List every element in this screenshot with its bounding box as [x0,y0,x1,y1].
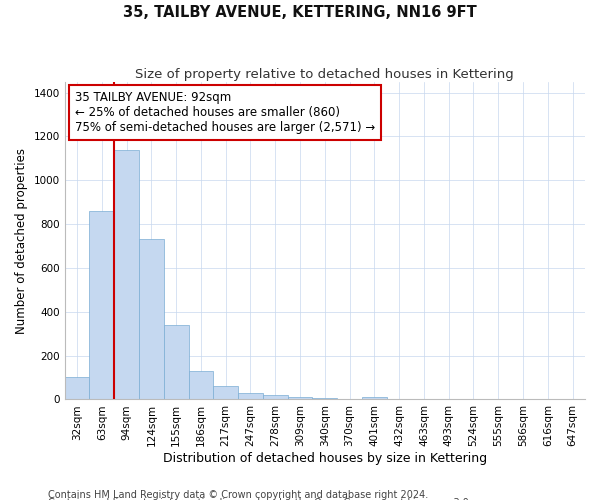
Bar [188,371,214,400]
Bar [313,398,337,400]
Bar [337,399,362,400]
Text: Contains HM Land Registry data © Crown copyright and database right 2024.: Contains HM Land Registry data © Crown c… [48,490,428,500]
Bar [65,377,89,400]
Y-axis label: Number of detached properties: Number of detached properties [15,148,28,334]
Bar [362,398,387,400]
X-axis label: Distribution of detached houses by size in Kettering: Distribution of detached houses by size … [163,452,487,465]
Bar [89,211,114,400]
Bar [238,393,263,400]
Text: 35, TAILBY AVENUE, KETTERING, NN16 9FT: 35, TAILBY AVENUE, KETTERING, NN16 9FT [123,5,477,20]
Bar [287,398,313,400]
Text: 35 TAILBY AVENUE: 92sqm
← 25% of detached houses are smaller (860)
75% of semi-d: 35 TAILBY AVENUE: 92sqm ← 25% of detache… [75,91,376,134]
Title: Size of property relative to detached houses in Kettering: Size of property relative to detached ho… [136,68,514,80]
Bar [139,240,164,400]
Text: Contains public sector information licensed under the Open Government Licence v3: Contains public sector information licen… [48,498,472,500]
Bar [164,325,188,400]
Bar [214,386,238,400]
Bar [114,150,139,400]
Bar [263,395,287,400]
